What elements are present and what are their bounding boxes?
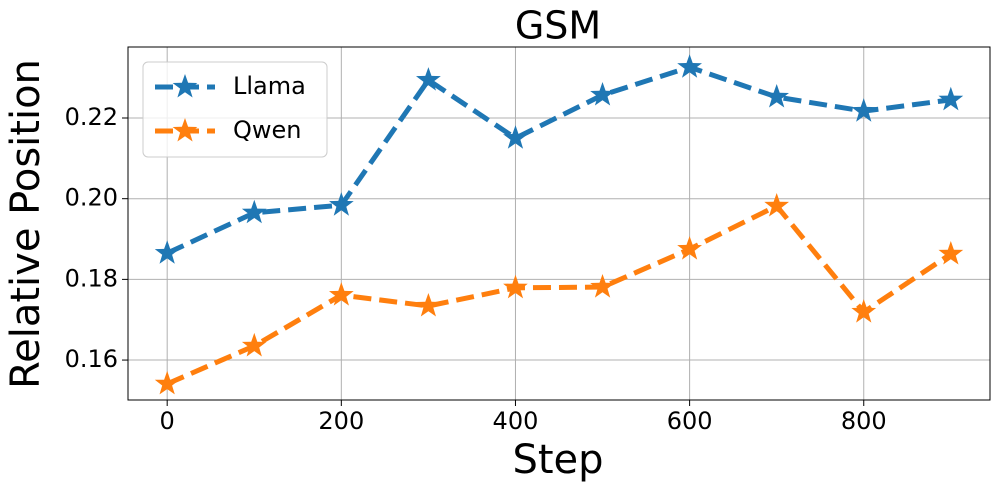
marker (154, 240, 180, 264)
y-tick-label: 0.16 (65, 345, 118, 373)
marker (677, 54, 702, 78)
marker (764, 84, 789, 108)
marker (851, 299, 877, 323)
marker (503, 274, 528, 299)
y-tick-label: 0.18 (65, 264, 118, 292)
y-tick-label: 0.22 (65, 103, 118, 131)
marker (329, 192, 354, 216)
marker (329, 282, 354, 306)
x-tick-label: 600 (667, 407, 713, 435)
legend-label: Llama (233, 72, 306, 100)
chart-title: GSM (515, 4, 601, 48)
series-line (166, 64, 952, 256)
marker (154, 370, 180, 395)
marker (416, 293, 441, 317)
y-axis-label: Relative Position (3, 59, 49, 389)
legend-label: Qwen (233, 116, 302, 144)
x-axis-label: Step (512, 437, 603, 483)
x-tick-label: 200 (318, 407, 364, 435)
marker (241, 199, 267, 224)
marker (938, 86, 964, 111)
legend-marker (172, 118, 198, 142)
marker (677, 236, 702, 260)
marker (590, 274, 615, 298)
x-tick-label: 400 (493, 407, 539, 435)
marker (938, 241, 964, 265)
marker (851, 98, 877, 122)
x-tick-label: 800 (841, 407, 887, 435)
y-tick-label: 0.20 (65, 184, 118, 212)
marker (503, 125, 528, 149)
marker (590, 82, 615, 106)
series-line (166, 202, 953, 387)
plot-frame (127, 46, 991, 401)
legend-marker (172, 74, 198, 98)
marker (764, 193, 789, 217)
marker (416, 67, 441, 91)
marker (241, 332, 267, 357)
x-tick-label: 0 (160, 407, 175, 435)
